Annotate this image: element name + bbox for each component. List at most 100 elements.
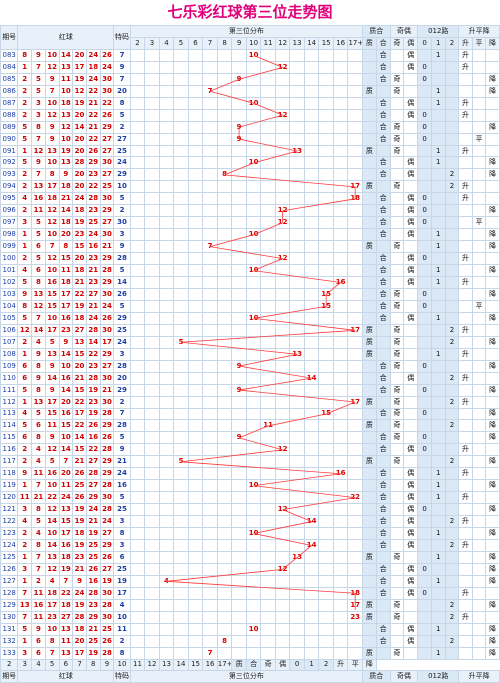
red-ball: 17 [72, 646, 87, 660]
dist-cell [231, 216, 247, 230]
dist-cell [231, 455, 247, 469]
jiou-cell: 偶 [403, 527, 419, 540]
red-ball: 10 [44, 228, 60, 242]
table-row: 113 4 5 15 16 17 19 28 7 15 合奇 0 降 [0, 407, 500, 421]
special-number: 29 [113, 383, 131, 397]
lu-cell: 1 [430, 276, 446, 289]
dist-cell [231, 622, 247, 636]
dist-cell [187, 132, 204, 146]
jiou-cell [403, 455, 419, 469]
trend-cell [458, 287, 473, 301]
special-number: 2 [113, 204, 131, 218]
position-value: 23 [347, 610, 363, 624]
position-value: 9 [231, 132, 247, 146]
zhihe-cell [361, 479, 377, 493]
dist-col-label: 16 [202, 658, 218, 672]
dist-cell [289, 598, 305, 612]
trend-cell [458, 264, 473, 278]
red-ball: 1 [17, 240, 33, 254]
page-title: 七乐彩红球第三位走势图 [167, 3, 333, 21]
trend-cell [458, 311, 473, 325]
position-value: 13 [289, 550, 305, 564]
red-ball: 28 [99, 264, 115, 278]
red-ball: 17 [44, 395, 60, 409]
position-value: 17 [347, 598, 363, 612]
lu-cell [430, 192, 446, 206]
lu-cell: 1 [430, 84, 446, 98]
trend-cell [471, 407, 487, 421]
dist-cell [245, 646, 262, 660]
dist-cell [144, 550, 160, 564]
dist-cell [260, 120, 276, 134]
special-number: 6 [113, 550, 131, 564]
lu-cell: 2 [444, 323, 460, 337]
dist-cell [245, 84, 262, 98]
lu-cell [430, 515, 446, 529]
dist-cell [129, 276, 146, 289]
red-ball: 10 [44, 48, 60, 62]
dist-cell [347, 419, 363, 433]
dist-cell [289, 311, 305, 325]
dist-cell [216, 72, 233, 86]
red-ball: 17 [44, 180, 60, 194]
lu-cell [444, 383, 460, 397]
red-ball: 11 [58, 72, 74, 86]
trend-cell [458, 216, 473, 230]
dist-cell [289, 419, 305, 433]
dist-cell [158, 120, 175, 134]
position-value: 9 [231, 431, 247, 445]
red-ball: 21 [72, 371, 87, 385]
dist-cell [332, 598, 349, 612]
jiou-cell: 奇 [389, 240, 405, 254]
dist-cell [347, 550, 363, 564]
special-number: 28 [113, 419, 131, 433]
dist-cell [318, 634, 334, 648]
red-ball: 5 [17, 419, 33, 433]
zhihe-cell [361, 622, 377, 636]
dist-cell [318, 479, 334, 493]
zhihe-cell [361, 311, 377, 325]
dist-cell [158, 252, 175, 266]
jiou-cell [403, 72, 419, 86]
zhihe-cell: 质 [361, 323, 377, 337]
dist-cell [289, 240, 305, 254]
lu-cell: 2 [444, 634, 460, 648]
table-row: 103 9 13 15 17 22 27 30 26 15 合奇 0 降 [0, 287, 500, 301]
dist-cell [274, 407, 291, 421]
lu-cell [430, 538, 446, 552]
dist-cell [274, 586, 291, 600]
dist-cell [144, 60, 160, 74]
dist-col-label: 6 [58, 658, 74, 672]
dist-cell [173, 622, 189, 636]
zhihe-col-label: 质 [231, 658, 247, 672]
lu-cell [444, 192, 460, 206]
special-number: 5 [113, 108, 131, 122]
position-value: 15 [318, 287, 334, 301]
zhihe-cell [361, 108, 377, 122]
dist-cell [144, 419, 160, 433]
dist-cell [332, 395, 349, 409]
red-ball: 9 [31, 347, 46, 361]
dist-cell [144, 132, 160, 146]
lu-cell: 1 [430, 228, 446, 242]
special-number: 5 [113, 491, 131, 505]
dist-cell [260, 455, 276, 469]
dist-cell [347, 455, 363, 469]
red-ball: 9 [17, 467, 33, 481]
table-row: 108 1 9 13 14 15 22 29 3 13 质奇 1 升 [0, 347, 500, 361]
red-ball: 21 [85, 515, 101, 529]
dist-cell [231, 491, 247, 505]
dist-cell [289, 216, 305, 230]
zhihe-cell [361, 287, 377, 301]
red-ball: 14 [44, 371, 60, 385]
zhihe-cell [361, 383, 377, 397]
lu-cell [444, 228, 460, 242]
zhihe-cell: 合 [375, 108, 391, 122]
dist-cell [332, 335, 349, 349]
lu-cell [430, 252, 446, 266]
red-ball: 13 [31, 395, 46, 409]
red-ball: 9 [17, 287, 33, 301]
red-ball: 2 [17, 108, 33, 122]
table-row: 129 13 16 17 18 19 23 28 4 17 质奇 2 降 [0, 598, 500, 612]
dist-col-label: 6 [187, 36, 204, 50]
